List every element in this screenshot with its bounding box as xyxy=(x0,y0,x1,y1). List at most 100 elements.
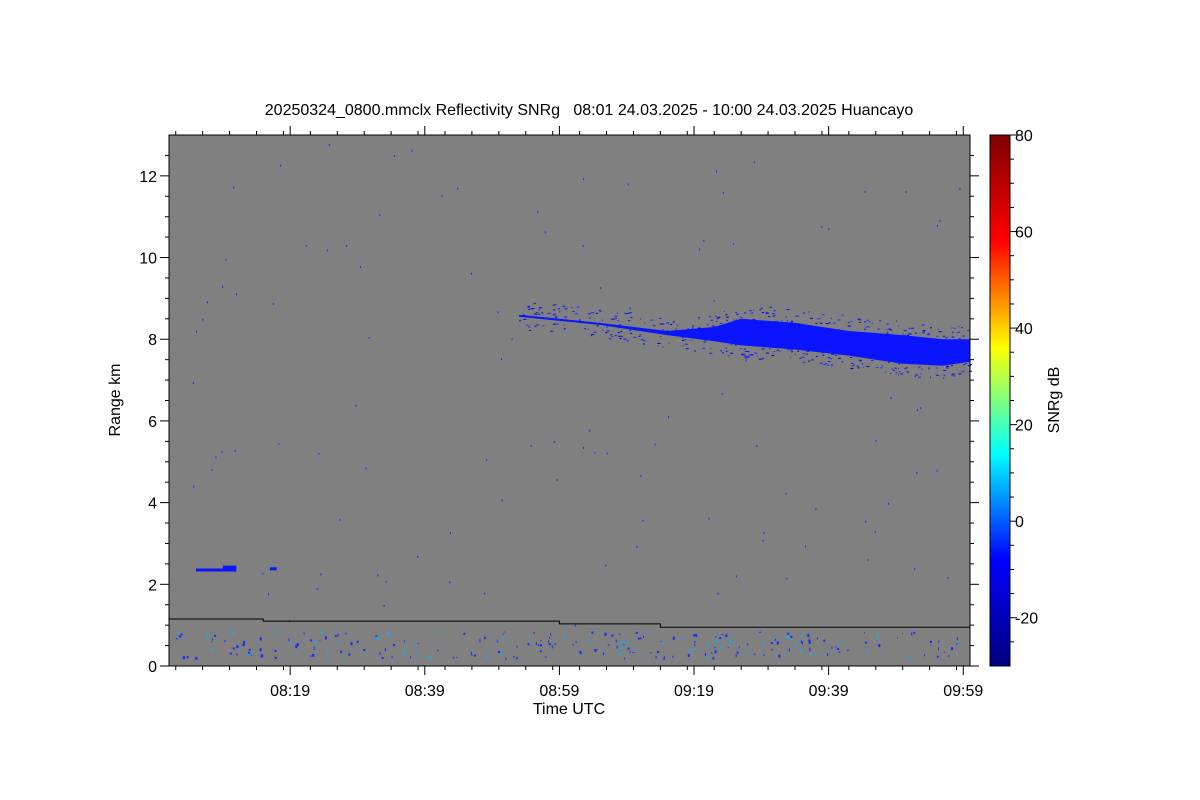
ground-clutter-dot xyxy=(841,639,843,643)
ground-clutter-dot xyxy=(387,632,390,636)
cloud-speckle-dot xyxy=(741,353,744,355)
cloud-speckle-dot xyxy=(533,303,536,305)
cloud-speckle-dot xyxy=(797,350,800,352)
cloud-speckle-dot xyxy=(750,312,753,314)
cloud-speckle-dot xyxy=(781,320,783,322)
cloud-speckle-dot xyxy=(951,374,953,376)
cloud-speckle-dot xyxy=(823,364,826,366)
ground-clutter-dot xyxy=(274,656,277,659)
cloud-speckle-dot xyxy=(749,310,753,312)
cloud-speckle-dot xyxy=(717,316,721,318)
cloud-speckle-dot xyxy=(614,317,617,319)
cloud-speckle-dot xyxy=(647,340,649,342)
ground-clutter-dot xyxy=(739,647,742,649)
ground-clutter-dot xyxy=(456,656,458,658)
cloud-speckle-dot xyxy=(815,322,818,324)
cloud-speckle-dot xyxy=(653,325,656,327)
x-tick-label-1: 08:39 xyxy=(405,683,445,700)
ground-clutter-dot xyxy=(437,649,439,652)
cloud-speckle-dot xyxy=(859,360,862,362)
cloud-speckle-dot xyxy=(969,370,973,372)
cloud-speckle-dot xyxy=(539,307,543,309)
cloud-speckle-dot xyxy=(626,340,629,342)
noise-dot xyxy=(668,416,670,419)
noise-dot xyxy=(234,449,236,452)
cloud-speckle-dot xyxy=(896,320,898,322)
noise-dot xyxy=(305,244,307,247)
noise-dot xyxy=(202,318,204,321)
ground-clutter-dot xyxy=(672,636,675,640)
ground-clutter-dot xyxy=(947,655,950,657)
cloud-speckle-dot xyxy=(820,362,823,364)
cloud-speckle-dot xyxy=(815,356,818,358)
ground-clutter-dot xyxy=(957,641,960,643)
ground-clutter-dot xyxy=(259,648,262,652)
cloud-speckle-dot xyxy=(643,343,646,345)
ground-clutter-dot xyxy=(503,631,505,633)
cloud-speckle-dot xyxy=(817,318,821,320)
ground-clutter-dot xyxy=(340,650,343,653)
ground-clutter-dot xyxy=(774,638,776,641)
ground-clutter-dot xyxy=(749,645,751,647)
cloud-layer-echo xyxy=(519,314,970,366)
noise-dot xyxy=(642,519,644,522)
cloud-speckle-dot xyxy=(907,334,910,336)
cloud-speckle-dot xyxy=(830,364,833,366)
ground-clutter-dot xyxy=(479,639,481,643)
cloud-speckle-dot xyxy=(886,329,888,331)
x-tick-label-5: 09:59 xyxy=(943,683,983,700)
cloud-speckle-dot xyxy=(794,353,796,355)
ground-clutter-dot xyxy=(310,655,312,658)
cloud-speckle-dot xyxy=(889,329,893,331)
ground-clutter-dot xyxy=(896,647,898,649)
ground-clutter-dot xyxy=(648,631,650,634)
ground-clutter-dot xyxy=(539,644,542,647)
ground-clutter-dot xyxy=(547,640,549,643)
noise-dot xyxy=(457,187,459,190)
cloud-speckle-dot xyxy=(773,351,775,353)
cloud-speckle-dot xyxy=(847,325,851,327)
cloud-speckle-dot xyxy=(723,310,725,312)
cloud-speckle-dot xyxy=(921,324,925,326)
ground-clutter-dot xyxy=(704,652,706,656)
ground-clutter-dot xyxy=(616,645,618,649)
cloud-speckle-dot xyxy=(961,335,965,337)
ground-clutter-dot xyxy=(379,651,381,655)
cloud-speckle-dot xyxy=(951,336,955,338)
cloud-speckle-dot xyxy=(827,360,831,362)
cloud-speckle-dot xyxy=(772,315,775,317)
cloud-speckle-dot xyxy=(666,322,670,324)
cloud-speckle-dot xyxy=(725,316,729,318)
cloud-speckle-dot xyxy=(773,315,776,317)
cloud-speckle-dot xyxy=(724,347,727,349)
cloud-speckle-dot xyxy=(730,352,734,354)
cloud-speckle-dot xyxy=(856,365,859,367)
cloud-speckle-dot xyxy=(787,320,789,322)
cloud-speckle-dot xyxy=(928,332,930,334)
cloud-speckle-dot xyxy=(715,315,717,317)
cloud-speckle-dot xyxy=(598,309,601,311)
cloud-speckle-dot xyxy=(858,359,862,361)
noise-dot xyxy=(785,492,787,495)
noise-dot xyxy=(449,532,451,535)
cloud-speckle-dot xyxy=(893,369,896,371)
noise-dot xyxy=(393,155,395,158)
plot-background xyxy=(169,135,970,666)
cloud-speckle-dot xyxy=(958,325,960,327)
ground-clutter-dot xyxy=(611,634,614,637)
ground-clutter-dot xyxy=(643,655,646,657)
ground-clutter-dot xyxy=(635,631,638,634)
ground-clutter-dot xyxy=(777,637,779,641)
ground-clutter-dot xyxy=(831,646,833,649)
noise-dot xyxy=(600,287,602,290)
ground-clutter-dot xyxy=(540,639,542,641)
cloud-speckle-dot xyxy=(821,352,823,354)
ground-clutter-dot xyxy=(738,646,740,649)
ground-clutter-dot xyxy=(320,631,323,634)
colorbar-tick-label-2: 20 xyxy=(1015,418,1033,435)
colorbar-tick-label-1: 0 xyxy=(1015,514,1024,531)
ground-clutter-dot xyxy=(236,645,239,649)
y-tick-label-6: 12 xyxy=(139,169,157,186)
cloud-speckle-dot xyxy=(945,337,948,339)
